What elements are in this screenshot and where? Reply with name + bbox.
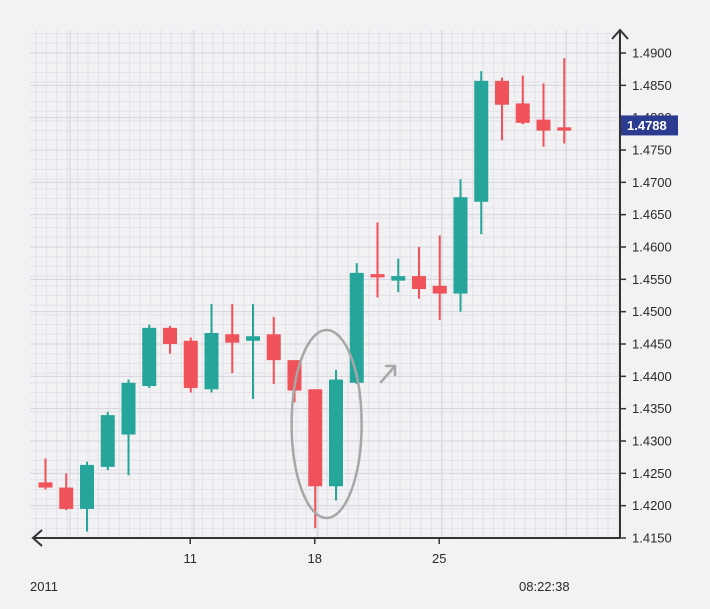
candle [100, 411, 115, 471]
axes [31, 28, 629, 547]
candle-body [453, 197, 468, 294]
candle [246, 303, 260, 399]
y-axis-arrow [611, 28, 629, 40]
y-tick-label: 1.4450 [632, 337, 672, 352]
x-tick-label: 25 [432, 551, 446, 566]
y-tick-label: 1.4750 [632, 143, 672, 158]
last-price-tag: 1.4788 [621, 115, 678, 136]
candle [536, 83, 551, 147]
candle [59, 473, 74, 511]
y-tick-label: 1.4850 [632, 78, 672, 93]
candle [349, 263, 364, 385]
y-tick-label: 1.4500 [632, 304, 672, 319]
candle-body [391, 276, 406, 281]
candle-body [432, 285, 447, 294]
candle-body [329, 379, 343, 487]
grid [30, 30, 620, 539]
y-tick-label: 1.4650 [632, 207, 672, 222]
candle [391, 258, 406, 293]
candle [266, 316, 281, 385]
candle-body [100, 415, 115, 467]
y-tick-label: 1.4350 [632, 401, 672, 416]
candle [495, 77, 509, 141]
candle-body [59, 487, 74, 509]
candle [142, 324, 157, 388]
candle [308, 389, 323, 529]
candle-body [163, 327, 177, 344]
candle [121, 379, 136, 476]
x-tick-labels: 11 18 25 [184, 538, 446, 566]
candle [225, 303, 240, 374]
candle [515, 75, 530, 125]
candles [38, 58, 572, 532]
footer-time: 08:22:38 [519, 579, 570, 594]
candle [412, 247, 426, 299]
candle [183, 337, 198, 393]
candle-body [121, 382, 136, 435]
candle-body [246, 336, 260, 341]
y-tick-label: 1.4200 [632, 498, 672, 513]
candle-body [536, 119, 551, 131]
candle-body [142, 327, 157, 387]
candle-body [183, 340, 198, 388]
y-tick-label: 1.4250 [632, 466, 672, 481]
candle-body [204, 333, 219, 390]
candle-body [557, 127, 572, 131]
candle-body [38, 482, 53, 488]
candle-body [80, 464, 94, 509]
candle-body [225, 334, 240, 343]
y-tick-label: 1.4600 [632, 240, 672, 255]
candle [557, 58, 572, 144]
candle-body [266, 334, 281, 361]
candle [432, 235, 447, 321]
x-tick-label: 11 [184, 551, 198, 566]
candle-body [495, 80, 509, 105]
candle [204, 303, 219, 393]
y-tick-label: 1.4900 [632, 46, 672, 61]
candle-body [474, 80, 489, 202]
footer-year: 2011 [30, 579, 58, 594]
candle-body [412, 276, 426, 290]
trend-arrow [379, 364, 397, 384]
candle [474, 71, 489, 235]
candle-body [349, 272, 364, 383]
candle-body [308, 389, 323, 487]
x-axis-arrow [31, 529, 43, 547]
y-tick-label: 1.4150 [632, 531, 672, 546]
candle [80, 461, 94, 532]
y-tick-label: 1.4300 [632, 434, 672, 449]
candle [38, 458, 53, 490]
price-tag-box [621, 115, 678, 136]
price-tag-label: 1.4788 [627, 118, 667, 133]
x-tick-label: 18 [308, 551, 322, 566]
y-tick-label: 1.4400 [632, 369, 672, 384]
highlight-ellipse [290, 328, 363, 520]
candle [453, 179, 468, 312]
candle [163, 325, 177, 354]
y-tick-label: 1.4700 [632, 175, 672, 190]
candle-body [370, 274, 385, 278]
candle-body [515, 103, 530, 123]
annotations [290, 328, 397, 520]
candle [329, 369, 343, 501]
candle [370, 222, 385, 298]
y-tick-label: 1.4550 [632, 272, 672, 287]
